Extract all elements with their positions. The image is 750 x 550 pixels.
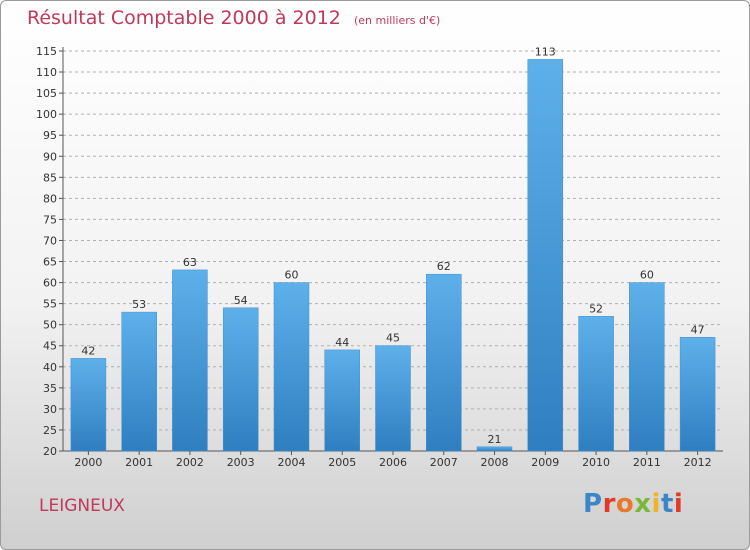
x-tick-label: 2003 xyxy=(227,456,255,469)
y-tick-label: 55 xyxy=(43,298,57,311)
data-label-2003: 54 xyxy=(234,294,248,307)
y-tick-label: 115 xyxy=(36,45,57,58)
data-label-2004: 60 xyxy=(284,269,298,282)
data-label-2006: 45 xyxy=(386,332,400,345)
data-label-2002: 63 xyxy=(183,256,197,269)
x-tick-label: 2005 xyxy=(328,456,356,469)
bar-2001 xyxy=(121,311,157,452)
bar-2009 xyxy=(527,59,564,452)
data-label-2011: 60 xyxy=(640,269,654,282)
data-label-2010: 52 xyxy=(589,302,603,315)
data-label-2000: 42 xyxy=(81,344,95,357)
x-tick-label: 2011 xyxy=(633,456,661,469)
bar-2002 xyxy=(172,269,208,452)
y-tick-label: 110 xyxy=(36,66,57,79)
y-tick-label: 20 xyxy=(43,445,57,458)
bar-2008 xyxy=(476,446,513,452)
bar-2011 xyxy=(629,282,665,452)
y-tick-label: 85 xyxy=(43,171,57,184)
chart-subtitle: (en milliers d'€) xyxy=(353,14,441,27)
y-tick-label: 70 xyxy=(43,234,57,247)
commune-name: LEIGNEUX xyxy=(39,496,125,516)
y-tick-label: 45 xyxy=(43,340,57,353)
data-label-2005: 44 xyxy=(335,336,349,349)
y-tick-label: 80 xyxy=(43,192,57,205)
x-tick-label: 2000 xyxy=(74,456,102,469)
y-tick-label: 90 xyxy=(43,150,57,163)
x-tick-label: 2012 xyxy=(684,456,712,469)
bar-2000 xyxy=(70,358,107,452)
x-tick-label: 2001 xyxy=(125,456,153,469)
y-tick-label: 50 xyxy=(43,319,57,332)
bar-2004 xyxy=(273,282,310,452)
data-label-2012: 47 xyxy=(691,323,705,336)
y-tick-label: 65 xyxy=(43,256,57,269)
y-tick-label: 30 xyxy=(43,403,57,416)
y-tick-label: 40 xyxy=(43,361,57,374)
x-tick-label: 2006 xyxy=(379,456,407,469)
bar-2006 xyxy=(375,345,411,452)
x-tick-label: 2002 xyxy=(176,456,204,469)
y-tick-label: 25 xyxy=(43,424,57,437)
bar-2007 xyxy=(426,273,462,452)
bar-2005 xyxy=(324,349,360,452)
bar-2003 xyxy=(222,307,259,452)
y-tick-label: 75 xyxy=(43,213,57,226)
x-tick-label: 2008 xyxy=(481,456,509,469)
bar-2012 xyxy=(679,337,716,452)
chart-title: Résultat Comptable 2000 à 2012 xyxy=(27,7,341,29)
y-tick-label: 60 xyxy=(43,277,57,290)
y-tick-label: 105 xyxy=(36,87,57,100)
x-tick-label: 2010 xyxy=(582,456,610,469)
y-tick-label: 35 xyxy=(43,382,57,395)
data-label-2007: 62 xyxy=(437,260,451,273)
title-line: Résultat Comptable 2000 à 2012 (en milli… xyxy=(27,7,440,29)
x-tick-label: 2004 xyxy=(277,456,305,469)
x-tick-label: 2009 xyxy=(531,456,559,469)
proxiti-logo: Proxiti xyxy=(583,489,684,519)
y-tick-label: 95 xyxy=(43,129,57,142)
data-label-2001: 53 xyxy=(132,298,146,311)
data-label-2009: 113 xyxy=(535,45,556,58)
x-tick-label: 2007 xyxy=(430,456,458,469)
data-label-2008: 21 xyxy=(488,433,502,446)
bar-2010 xyxy=(578,316,614,452)
y-tick-label: 100 xyxy=(36,108,57,121)
labels: 42 2000 53 2001 63 2002 54 2003 60 2004 44 2005 45 20… xyxy=(74,45,711,469)
bars xyxy=(70,59,716,452)
